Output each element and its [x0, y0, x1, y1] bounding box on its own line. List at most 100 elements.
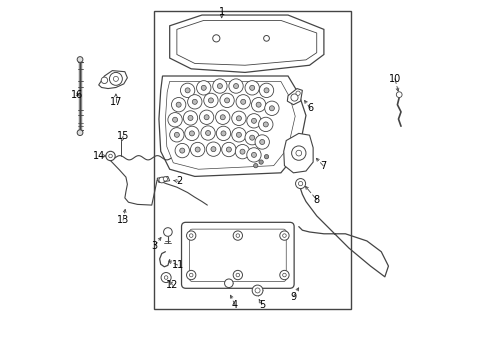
Circle shape — [245, 131, 259, 145]
Circle shape — [235, 144, 250, 159]
Circle shape — [229, 79, 243, 93]
Circle shape — [199, 110, 214, 125]
Circle shape — [280, 231, 289, 240]
Circle shape — [224, 279, 233, 288]
Circle shape — [252, 285, 263, 296]
Circle shape — [296, 91, 300, 95]
Circle shape — [195, 147, 200, 152]
Circle shape — [295, 179, 306, 189]
Circle shape — [298, 181, 303, 186]
Text: 5: 5 — [259, 300, 265, 310]
Polygon shape — [159, 76, 306, 176]
Circle shape — [220, 93, 234, 108]
Circle shape — [233, 270, 243, 280]
Circle shape — [101, 77, 108, 84]
Polygon shape — [287, 89, 302, 105]
Circle shape — [236, 273, 240, 277]
Text: 11: 11 — [172, 260, 184, 270]
Circle shape — [208, 98, 214, 103]
Polygon shape — [284, 134, 313, 173]
Circle shape — [190, 273, 193, 277]
FancyBboxPatch shape — [181, 222, 294, 288]
Circle shape — [280, 270, 289, 280]
Polygon shape — [177, 21, 317, 65]
Polygon shape — [166, 81, 295, 169]
Circle shape — [250, 85, 255, 90]
Circle shape — [180, 148, 185, 153]
Circle shape — [259, 160, 263, 164]
Circle shape — [220, 115, 225, 120]
Circle shape — [172, 98, 186, 112]
Circle shape — [188, 116, 193, 121]
Circle shape — [190, 234, 193, 237]
Circle shape — [164, 228, 172, 236]
Text: 4: 4 — [232, 300, 238, 310]
Circle shape — [259, 83, 274, 98]
Circle shape — [259, 117, 273, 132]
Circle shape — [192, 99, 197, 104]
Circle shape — [187, 270, 196, 280]
Circle shape — [77, 57, 83, 62]
Text: 2: 2 — [176, 176, 183, 186]
Circle shape — [77, 130, 83, 135]
Circle shape — [213, 35, 220, 42]
Circle shape — [241, 99, 245, 104]
Circle shape — [190, 131, 195, 136]
Circle shape — [263, 122, 269, 127]
Circle shape — [206, 142, 220, 156]
Text: 15: 15 — [117, 131, 129, 141]
Text: 14: 14 — [93, 151, 105, 161]
Circle shape — [213, 79, 227, 93]
Circle shape — [232, 111, 246, 126]
Circle shape — [283, 273, 286, 277]
Circle shape — [109, 72, 122, 85]
Polygon shape — [157, 176, 170, 183]
Circle shape — [265, 154, 269, 159]
Circle shape — [106, 151, 115, 161]
Circle shape — [292, 146, 306, 160]
Circle shape — [264, 88, 269, 93]
Circle shape — [168, 113, 182, 127]
Text: 9: 9 — [291, 292, 296, 302]
Circle shape — [233, 231, 243, 240]
Circle shape — [226, 147, 231, 152]
Circle shape — [247, 148, 261, 162]
Text: 17: 17 — [110, 97, 122, 107]
Circle shape — [251, 98, 266, 112]
Text: 3: 3 — [151, 241, 158, 251]
Circle shape — [113, 76, 119, 81]
Circle shape — [185, 88, 190, 93]
Circle shape — [247, 114, 261, 128]
Text: 10: 10 — [389, 74, 401, 84]
Circle shape — [201, 85, 206, 90]
Circle shape — [176, 102, 181, 107]
Text: 16: 16 — [71, 90, 83, 100]
Circle shape — [221, 142, 236, 157]
Circle shape — [254, 163, 258, 168]
Circle shape — [240, 149, 245, 154]
Circle shape — [245, 81, 259, 95]
Circle shape — [201, 126, 215, 140]
Circle shape — [256, 102, 261, 107]
Circle shape — [396, 92, 402, 98]
Circle shape — [164, 276, 168, 279]
Circle shape — [251, 152, 256, 157]
Circle shape — [264, 36, 270, 41]
Polygon shape — [170, 15, 324, 72]
Circle shape — [218, 84, 222, 89]
Circle shape — [260, 139, 265, 144]
Circle shape — [221, 131, 226, 136]
Bar — [153, 11, 351, 309]
Circle shape — [161, 273, 171, 283]
Circle shape — [270, 106, 274, 111]
Circle shape — [251, 118, 256, 123]
Circle shape — [236, 132, 242, 137]
Text: 12: 12 — [167, 280, 179, 290]
Circle shape — [191, 142, 205, 157]
Text: 8: 8 — [314, 195, 320, 205]
Circle shape — [172, 117, 177, 122]
Text: 6: 6 — [307, 103, 313, 113]
Circle shape — [255, 288, 260, 293]
Text: 13: 13 — [117, 215, 129, 225]
Circle shape — [265, 101, 279, 116]
